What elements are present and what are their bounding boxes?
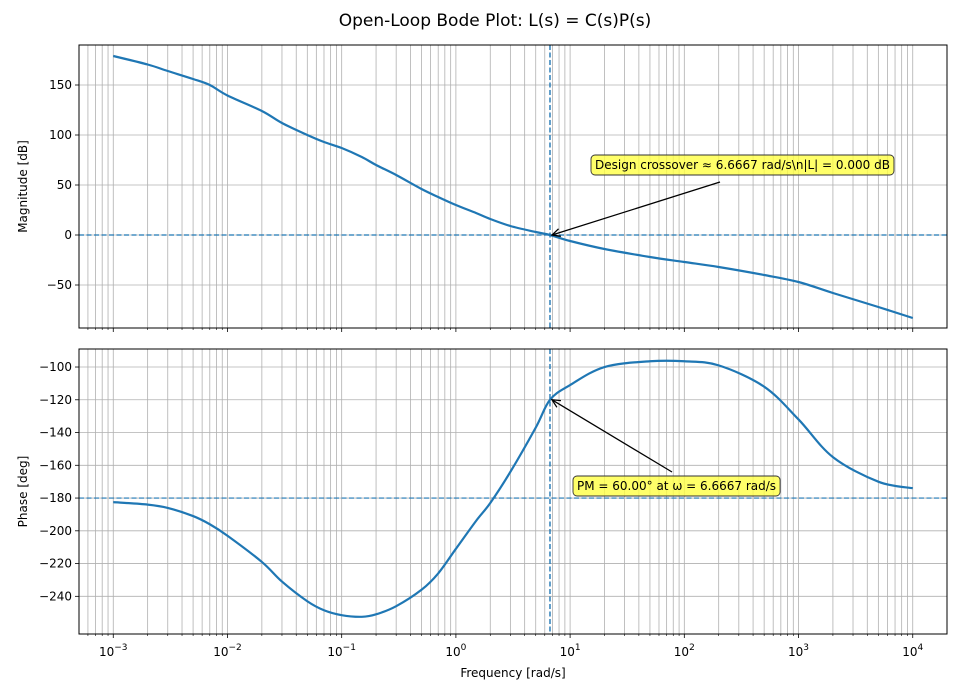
magnitude-series xyxy=(79,45,947,328)
annotation-arrow xyxy=(551,181,721,236)
magnitude-annotation: Design crossover ≈ 6.6667 rad/s\n|L| = 0… xyxy=(550,154,895,237)
phase-margin-annotation-text: PM = 60.00° at ω = 6.6667 rad/s xyxy=(577,479,776,493)
xtick-label: 10−3 xyxy=(99,643,128,659)
ytick-label: 150 xyxy=(49,78,72,92)
phase-xlabel: Frequency [rad/s] xyxy=(460,666,565,680)
xtick-label: 102 xyxy=(674,643,695,659)
phase-panel: PM = 60.00° at ω = 6.6667 rad/s −100 −120… xyxy=(16,348,948,680)
ytick-label: 0 xyxy=(64,228,72,242)
annotation-arrowhead xyxy=(550,399,562,408)
xtick-label: 104 xyxy=(902,643,923,659)
ytick-label: −120 xyxy=(39,393,72,407)
xtick-label: 101 xyxy=(560,643,581,659)
series-line xyxy=(113,359,913,618)
annotation-box xyxy=(572,475,781,497)
crossover-annotation-text: Design crossover ≈ 6.6667 rad/s\n|L| = 0… xyxy=(595,158,890,172)
magnitude-axes-frame xyxy=(78,44,948,329)
magnitude-panel: Design crossover ≈ 6.6667 rad/s\n|L| = 0… xyxy=(16,44,948,332)
ytick-label: 100 xyxy=(49,128,72,142)
ytick-label: −50 xyxy=(47,278,72,292)
ytick-label: −240 xyxy=(39,589,72,603)
ytick-label: 50 xyxy=(57,178,72,192)
phase-series xyxy=(79,349,947,634)
magnitude-xticks xyxy=(87,328,914,332)
phase-axes-frame xyxy=(78,348,948,635)
series-line xyxy=(112,54,914,320)
phase-yticks: −100 −120 −140 −160 −180 −200 −220 −240 xyxy=(39,360,79,603)
annotation-arrowhead xyxy=(550,228,561,237)
phase-xticks: 10−3 10−2 10−1 100 101 102 103 104 xyxy=(87,634,924,659)
xtick-label: 100 xyxy=(445,643,466,659)
ytick-label: −180 xyxy=(39,491,72,505)
xtick-label: 10−1 xyxy=(327,643,356,659)
ytick-label: −200 xyxy=(39,524,72,538)
ytick-label: −160 xyxy=(39,458,72,472)
ytick-label: −220 xyxy=(39,557,72,571)
xtick-label: 10−2 xyxy=(213,643,242,659)
annotation-arrow xyxy=(551,399,673,473)
magnitude-yticks: 150 100 50 0 −50 xyxy=(47,78,79,292)
annotation-box xyxy=(590,154,895,176)
ytick-label: −140 xyxy=(39,426,72,440)
magnitude-ylabel: Magnitude [dB] xyxy=(16,140,30,233)
figure-title: Open-Loop Bode Plot: L(s) = C(s)P(s) xyxy=(339,11,652,31)
phase-ylabel: Phase [deg] xyxy=(16,456,30,528)
phase-annotation: PM = 60.00° at ω = 6.6667 rad/s xyxy=(550,399,781,497)
xtick-label: 103 xyxy=(788,643,809,659)
ytick-label: −100 xyxy=(39,360,72,374)
